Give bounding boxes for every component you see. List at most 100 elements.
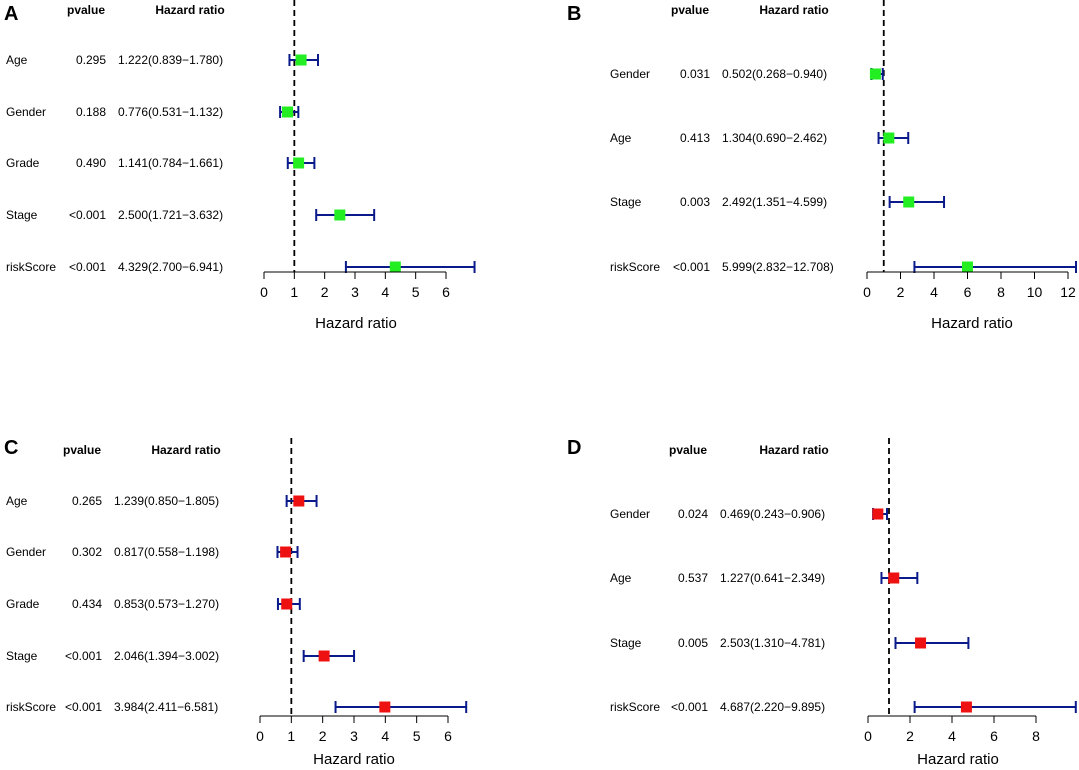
hazard-ratio-marker (389, 261, 401, 273)
x-axis-tick-label: 6 (442, 284, 450, 300)
hazard-ratio-marker (334, 209, 346, 221)
hazard-ratio-label: 0.817(0.558−1.198) (114, 545, 219, 559)
pvalue-label: 0.188 (76, 105, 106, 119)
pvalue-label: 0.537 (678, 571, 708, 585)
hazard-ratio-marker (960, 701, 972, 713)
x-axis-title: Hazard ratio (315, 315, 397, 332)
pvalue-label: 0.265 (72, 494, 102, 508)
hazard-ratio-marker (961, 261, 973, 273)
x-axis-tick-label: 1 (290, 284, 298, 300)
hazard-ratio-marker (903, 196, 915, 208)
hazard-ratio-label: 0.502(0.268−0.940) (722, 67, 827, 81)
hazard-ratio-label: 2.492(1.351−4.599) (722, 195, 827, 209)
hazard-ratio-label: 5.999(2.832−12.708) (722, 260, 834, 274)
pvalue-label: 0.413 (680, 131, 710, 145)
x-axis-tick-label: 5 (413, 728, 421, 744)
x-axis-tick-label: 2 (319, 728, 327, 744)
header-pvalue: pvalue (669, 443, 707, 457)
x-axis-tick-label: 3 (351, 284, 359, 300)
hazard-ratio-marker (280, 546, 292, 558)
pvalue-label: 0.005 (678, 636, 708, 650)
x-axis-tick-label: 12 (1060, 284, 1076, 300)
hazard-ratio-label: 0.853(0.573−1.270) (114, 597, 219, 611)
hazard-ratio-marker (295, 54, 307, 66)
x-axis-title: Hazard ratio (931, 315, 1013, 332)
x-axis-tick-label: 8 (997, 284, 1005, 300)
x-axis-tick-label: 0 (256, 728, 264, 744)
pvalue-label: 0.003 (680, 195, 710, 209)
hazard-ratio-marker (883, 132, 895, 144)
header-hazard-ratio: Hazard ratio (155, 3, 224, 17)
x-axis-tick-label: 5 (412, 284, 420, 300)
hazard-ratio-label: 1.304(0.690−2.462) (722, 131, 827, 145)
hazard-ratio-label: 4.329(2.700−6.941) (118, 260, 223, 274)
variable-label: Stage (610, 195, 642, 209)
x-axis-tick-label: 2 (906, 728, 914, 744)
header-pvalue: pvalue (671, 3, 709, 17)
panel-label: C (4, 437, 18, 459)
variable-label: Gender (610, 507, 650, 521)
hazard-ratio-label: 0.776(0.531−1.132) (118, 105, 223, 119)
hazard-ratio-label: 1.222(0.839−1.780) (118, 53, 223, 67)
header-pvalue: pvalue (67, 3, 105, 17)
hazard-ratio-label: 2.500(1.721−3.632) (118, 208, 223, 222)
header-hazard-ratio: Hazard ratio (759, 3, 828, 17)
x-axis-tick-label: 0 (864, 728, 872, 744)
x-axis-tick-label: 4 (948, 728, 956, 744)
hazard-ratio-marker (379, 701, 391, 713)
x-axis-tick-label: 0 (863, 284, 871, 300)
variable-label: Age (6, 53, 28, 67)
hazard-ratio-marker (293, 157, 305, 169)
panel-label: D (567, 437, 581, 459)
hazard-ratio-label: 4.687(2.220−9.895) (720, 700, 825, 714)
pvalue-label: <0.001 (671, 700, 708, 714)
variable-label: Age (610, 131, 632, 145)
variable-label: Stage (6, 649, 38, 663)
x-axis-tick-label: 2 (321, 284, 329, 300)
pvalue-label: 0.031 (680, 67, 710, 81)
x-axis-tick-label: 4 (381, 728, 389, 744)
header-hazard-ratio: Hazard ratio (759, 443, 828, 457)
x-axis-tick-label: 4 (381, 284, 389, 300)
x-axis-tick-label: 2 (897, 284, 905, 300)
variable-label: Age (610, 571, 632, 585)
variable-label: Age (6, 494, 28, 508)
x-axis-tick-label: 3 (350, 728, 358, 744)
pvalue-label: 0.295 (76, 53, 106, 67)
variable-label: Gender (610, 67, 650, 81)
hazard-ratio-marker (281, 598, 293, 610)
variable-label: Stage (6, 208, 38, 222)
hazard-ratio-marker (915, 637, 927, 649)
hazard-ratio-label: 1.227(0.641−2.349) (720, 571, 825, 585)
variable-label: riskScore (610, 700, 660, 714)
hazard-ratio-label: 0.469(0.243−0.906) (720, 507, 825, 521)
hazard-ratio-label: 1.141(0.784−1.661) (118, 156, 223, 170)
hazard-ratio-marker (888, 572, 900, 584)
x-axis-tick-label: 10 (1027, 284, 1043, 300)
hazard-ratio-marker (293, 495, 305, 507)
pvalue-label: <0.001 (65, 649, 102, 663)
x-axis-title: Hazard ratio (917, 751, 999, 768)
pvalue-label: 0.490 (76, 156, 106, 170)
x-axis-tick-label: 6 (964, 284, 972, 300)
hazard-ratio-marker (282, 106, 294, 118)
hazard-ratio-marker (872, 508, 884, 520)
variable-label: Gender (6, 105, 46, 119)
x-axis-tick-label: 6 (990, 728, 998, 744)
variable-label: Gender (6, 545, 46, 559)
panel-label: A (4, 3, 18, 25)
pvalue-label: 0.024 (678, 507, 708, 521)
pvalue-label: 0.434 (72, 597, 102, 611)
x-axis-tick-label: 4 (930, 284, 938, 300)
variable-label: Stage (610, 636, 642, 650)
pvalue-label: 0.302 (72, 545, 102, 559)
variable-label: riskScore (6, 260, 56, 274)
hazard-ratio-label: 2.503(1.310−4.781) (720, 636, 825, 650)
pvalue-label: <0.001 (69, 208, 106, 222)
variable-label: riskScore (6, 700, 56, 714)
panel-label: B (567, 3, 581, 25)
hazard-ratio-label: 2.046(1.394−3.002) (114, 649, 219, 663)
variable-label: riskScore (610, 260, 660, 274)
x-axis-tick-label: 6 (444, 728, 452, 744)
